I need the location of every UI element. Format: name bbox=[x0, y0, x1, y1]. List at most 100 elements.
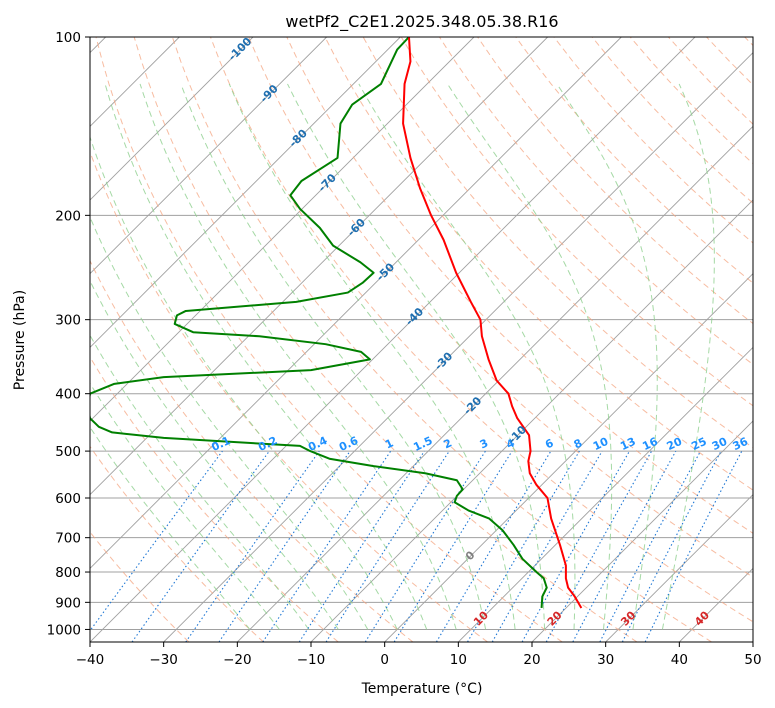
y-tick-label: 900 bbox=[55, 595, 81, 611]
dry-adiabat-line bbox=[706, 37, 753, 86]
isotherm-label: -20 bbox=[461, 394, 484, 417]
mixing-ratio-line bbox=[364, 450, 486, 642]
dry-adiabat-line bbox=[553, 37, 753, 244]
mixing-ratio-line bbox=[572, 450, 677, 642]
isotherm-label: -30 bbox=[432, 349, 455, 372]
dry-adiabat-line bbox=[286, 37, 753, 534]
isotherm-line bbox=[531, 420, 753, 642]
mixing-ratio-label: 30 bbox=[710, 435, 730, 453]
isotherm-line bbox=[90, 37, 475, 422]
isotherm-label: -80 bbox=[287, 127, 310, 150]
dry-adiabat-line bbox=[668, 37, 753, 125]
isotherm-line bbox=[605, 494, 753, 642]
dry-adiabat-line bbox=[515, 37, 753, 284]
isotherm-line bbox=[90, 37, 327, 275]
dry-adiabat-line bbox=[210, 37, 753, 623]
mixing-ratio-line bbox=[545, 450, 653, 642]
moist-adiabat-line bbox=[228, 83, 516, 630]
isotherm-line bbox=[458, 346, 753, 642]
mixing-ratio-label: 36 bbox=[731, 435, 751, 453]
y-tick-label: 200 bbox=[55, 208, 81, 224]
y-tick-label: 100 bbox=[55, 30, 81, 46]
moist-adiabat-line bbox=[287, 83, 546, 630]
isotherm-line bbox=[752, 641, 753, 642]
mixing-ratio-line bbox=[644, 450, 743, 642]
y-axis: 100 200 300 400 500 600 700 800 900 1000 bbox=[47, 30, 90, 638]
mixing-ratio-label: 2 bbox=[442, 436, 454, 451]
x-tick-label: 10 bbox=[450, 652, 467, 668]
x-tick-label: 20 bbox=[523, 652, 540, 668]
chart-title: wetPf2_C2E1.2025.348.05.38.R16 bbox=[285, 12, 558, 32]
isotherm-label: -70 bbox=[316, 171, 339, 194]
mixing-ratio-line bbox=[262, 450, 392, 642]
isotherm-label: -60 bbox=[345, 216, 368, 239]
plot-frame bbox=[89, 36, 754, 643]
x-tick-label: 0 bbox=[380, 652, 389, 668]
dewpoint-line bbox=[90, 37, 548, 609]
moist-adiabat-line bbox=[358, 83, 576, 630]
moist-adiabat-line bbox=[90, 426, 251, 630]
isotherm-label: 10 bbox=[471, 608, 491, 628]
mixing-ratio-line bbox=[185, 450, 320, 642]
isotherm-label: 0 bbox=[463, 548, 478, 563]
moist-adiabat-line bbox=[556, 83, 658, 630]
moist-adiabat-line bbox=[90, 382, 280, 630]
x-tick-label: 50 bbox=[744, 652, 761, 668]
isotherm-line bbox=[90, 37, 622, 569]
isotherm-line bbox=[310, 199, 753, 642]
mixing-ratio-label: 13 bbox=[618, 435, 637, 453]
background-grid bbox=[90, 37, 753, 642]
y-tick-label: 500 bbox=[55, 444, 81, 460]
dry-adiabat-line bbox=[324, 37, 753, 491]
x-tick-label: −20 bbox=[223, 652, 252, 668]
dry-adiabat-line bbox=[171, 37, 712, 642]
x-tick-label: −30 bbox=[149, 652, 178, 668]
x-axis: −40 −30 −20 −10 0 10 20 30 40 50 bbox=[76, 642, 762, 668]
isotherm-line bbox=[90, 37, 254, 201]
x-axis-label: Temperature (°C) bbox=[361, 681, 483, 697]
y-tick-label: 400 bbox=[55, 387, 81, 403]
moist-adiabat-line bbox=[90, 334, 310, 630]
isotherm-label: -90 bbox=[258, 82, 281, 105]
y-tick-label: 600 bbox=[55, 491, 81, 507]
mixing-ratio-label: 16 bbox=[640, 435, 660, 453]
x-tick-label: −10 bbox=[297, 652, 326, 668]
moist-adiabat-line bbox=[139, 83, 457, 630]
x-tick-label: 40 bbox=[671, 652, 688, 668]
mixing-ratio-line bbox=[218, 450, 351, 642]
temperature-line bbox=[402, 37, 583, 609]
moist-adiabat-line bbox=[661, 83, 715, 630]
moist-adiabat-line bbox=[90, 215, 369, 630]
y-tick-label: 300 bbox=[55, 313, 81, 329]
isotherm-label: -40 bbox=[403, 305, 426, 328]
isotherm-label: -50 bbox=[374, 260, 397, 283]
dry-adiabat-line bbox=[248, 37, 753, 578]
mixing-ratio-line bbox=[90, 450, 223, 632]
isotherm-line bbox=[163, 52, 753, 642]
mixing-ratio-label: 20 bbox=[665, 435, 685, 453]
mixing-ratio-label: 25 bbox=[689, 435, 708, 453]
mixing-ratio-line bbox=[325, 450, 450, 642]
dry-adiabat-line bbox=[95, 37, 563, 642]
mixing-ratio-line bbox=[393, 450, 513, 642]
y-tick-label: 800 bbox=[55, 565, 81, 581]
isotherm-line bbox=[90, 37, 548, 496]
mixing-ratio-label: 3 bbox=[478, 436, 490, 451]
isotherm-line bbox=[237, 125, 753, 642]
isotherm-line bbox=[679, 567, 753, 642]
isotherm-line bbox=[384, 273, 753, 642]
isotherm-label: 20 bbox=[545, 608, 565, 628]
dry-adiabat-line bbox=[591, 37, 753, 204]
mixing-ratio-label: 10 bbox=[591, 435, 611, 453]
dry-adiabat-line bbox=[90, 356, 339, 642]
mixing-ratio-line bbox=[599, 450, 702, 642]
dry-adiabat-line bbox=[90, 531, 190, 642]
dry-adiabat-line bbox=[477, 37, 753, 325]
x-tick-label: 30 bbox=[597, 652, 614, 668]
y-tick-label: 700 bbox=[55, 531, 81, 547]
mixing-ratio-line bbox=[131, 450, 270, 642]
moist-adiabat-line bbox=[90, 135, 398, 630]
isotherm-label: -100 bbox=[226, 35, 255, 64]
dry-adiabat-line bbox=[744, 37, 753, 47]
